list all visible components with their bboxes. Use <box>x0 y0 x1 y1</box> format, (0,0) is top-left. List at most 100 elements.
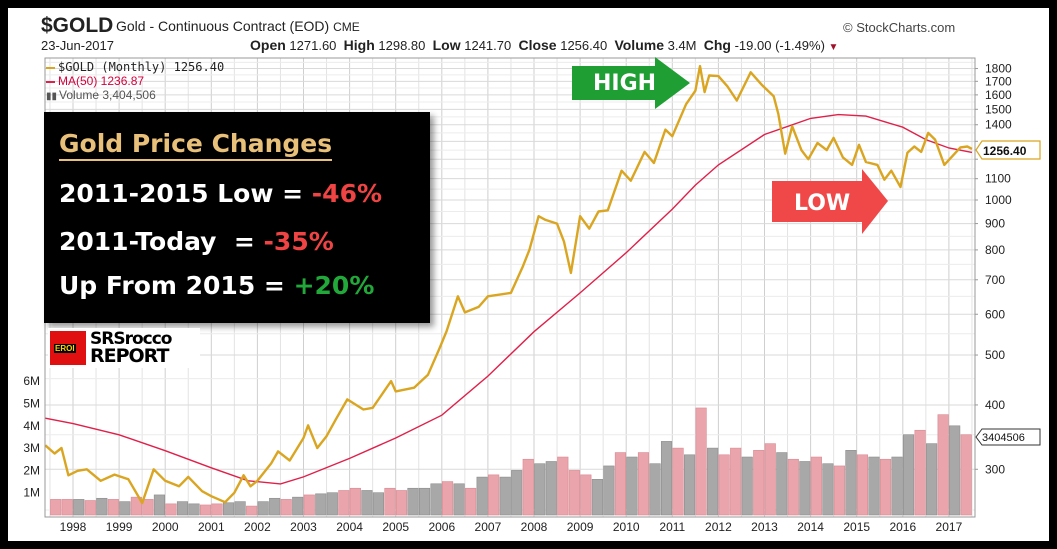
volume-bar <box>960 434 972 516</box>
volume-bar <box>568 470 580 516</box>
volume-bar <box>188 503 200 516</box>
volume-label: Volume <box>614 37 664 53</box>
volume-bar <box>649 463 661 516</box>
volume-bar <box>430 483 442 516</box>
volume-bar <box>61 499 73 516</box>
volume-bar <box>787 458 799 516</box>
volume-tick-label: 3M <box>23 441 40 455</box>
x-tick-label: 2002 <box>244 520 271 534</box>
price-changes-box: Gold Price Changes 2011-2015 Low = -46% … <box>44 112 430 323</box>
volume-bar <box>476 476 488 516</box>
x-tick-label: 2010 <box>613 520 640 534</box>
change-row: Up From 2015 = +20% <box>59 271 374 300</box>
high-label: High <box>343 37 375 53</box>
change-row: 2011-2015 Low = -46% <box>59 179 382 208</box>
x-tick-label: 2007 <box>475 520 502 534</box>
volume-bar <box>418 487 431 516</box>
low-label: Low <box>432 37 461 53</box>
y-tick-label: 1000 <box>985 193 1012 207</box>
x-tick-label: 2000 <box>152 520 179 534</box>
x-tick-label: 1998 <box>60 520 87 534</box>
volume-bar <box>522 458 534 516</box>
volume-bar <box>753 450 765 516</box>
y-tick-label: 1800 <box>985 62 1012 76</box>
volume-bar <box>949 425 961 516</box>
description-text: Gold - Continuous Contract (EOD) <box>116 18 330 34</box>
volume-bar <box>856 454 869 516</box>
volume-bar <box>234 501 246 516</box>
legend-price: $GOLD (Monthly) 1256.40 <box>46 60 224 74</box>
symbol: $GOLD <box>41 14 114 37</box>
date: 23-Jun-2017 <box>41 38 114 53</box>
x-tick-label: 2013 <box>751 520 778 534</box>
open-label: Open <box>250 37 286 53</box>
high-value: 1298.80 <box>378 38 426 53</box>
chg-value: -19.00 (-1.49%) <box>734 38 825 53</box>
low-arrow-label: LOW <box>794 191 850 216</box>
volume-tick-label: 2M <box>23 463 40 477</box>
volume-bar <box>626 456 638 516</box>
volume-bar <box>107 499 119 516</box>
y-tick-label: 500 <box>985 348 1005 362</box>
last-price-value: 1256.40 <box>983 144 1027 158</box>
legend-volume-text: Volume 3,404,506 <box>59 88 156 102</box>
low-value: 1241.70 <box>464 38 512 53</box>
volume-bar <box>534 463 546 516</box>
high-arrow: HIGH <box>572 57 690 109</box>
volume-bar <box>488 474 500 516</box>
x-tick-label: 2016 <box>889 520 916 534</box>
chg-label: Chg <box>703 37 731 53</box>
volume-bar <box>902 434 915 516</box>
x-tick-label: 2003 <box>290 520 317 534</box>
change-value: -35% <box>263 227 334 256</box>
volume-bar <box>84 500 96 516</box>
volume-tick-label: 1M <box>23 486 40 500</box>
volume-bar <box>591 479 603 516</box>
volume-bar <box>810 456 822 516</box>
change-label: 2011-2015 Low = <box>59 179 312 208</box>
volume-bar <box>707 447 719 516</box>
volume-bar <box>891 456 903 516</box>
change-label: 2011-Today = <box>59 227 264 256</box>
change-row: 2011-Today = -35% <box>59 227 334 256</box>
volume-bar <box>361 490 373 516</box>
volume-bar <box>672 447 684 516</box>
logo-line2: REPORT <box>90 345 169 367</box>
last-price-tag: 1256.40 <box>975 140 1041 160</box>
volume-bar <box>926 443 938 516</box>
price-axis: 1800170016001500140013001200110010009008… <box>975 62 1012 476</box>
volume-bar <box>73 499 85 516</box>
x-tick-label: 2008 <box>521 520 548 534</box>
y-tick-label: 1700 <box>985 74 1012 88</box>
low-arrow: LOW <box>772 169 888 234</box>
volume-bar <box>280 499 292 516</box>
y-tick-label: 1100 <box>985 172 1011 186</box>
y-tick-label: 600 <box>985 307 1005 321</box>
last-volume-tag: 3404506 <box>975 428 1041 446</box>
change-value: +20% <box>293 271 375 300</box>
legend: $GOLD (Monthly) 1256.40 MA(50) 1236.87 ▮… <box>46 60 224 104</box>
volume-bar <box>246 505 258 516</box>
volume-bar <box>199 504 212 516</box>
volume-bar <box>326 492 338 516</box>
logo-line1: SRSrocco <box>90 329 172 349</box>
x-tick-label: 2012 <box>705 520 732 534</box>
volume-axis: 6M 5M 4M 3M 2M 1M <box>23 374 40 500</box>
volume-value: 3.4M <box>667 38 697 53</box>
copyright: © StockCharts.com <box>843 20 956 35</box>
volume-bar <box>96 497 108 516</box>
volume-tick-label: 6M <box>23 374 40 388</box>
volume-bar <box>603 465 615 516</box>
volume-bar <box>349 487 361 516</box>
volume-bar <box>453 483 465 516</box>
volume-bar <box>580 474 592 516</box>
x-tick-label: 2001 <box>198 520 225 534</box>
volume-bar <box>153 494 166 516</box>
y-tick-label: 400 <box>985 398 1005 412</box>
legend-ma: MA(50) 1236.87 <box>46 74 224 88</box>
x-tick-label: 2014 <box>797 520 824 534</box>
y-tick-label: 800 <box>985 243 1005 257</box>
volume-bar <box>822 463 834 516</box>
volume-bar <box>119 501 131 516</box>
volume-bar <box>165 503 177 516</box>
